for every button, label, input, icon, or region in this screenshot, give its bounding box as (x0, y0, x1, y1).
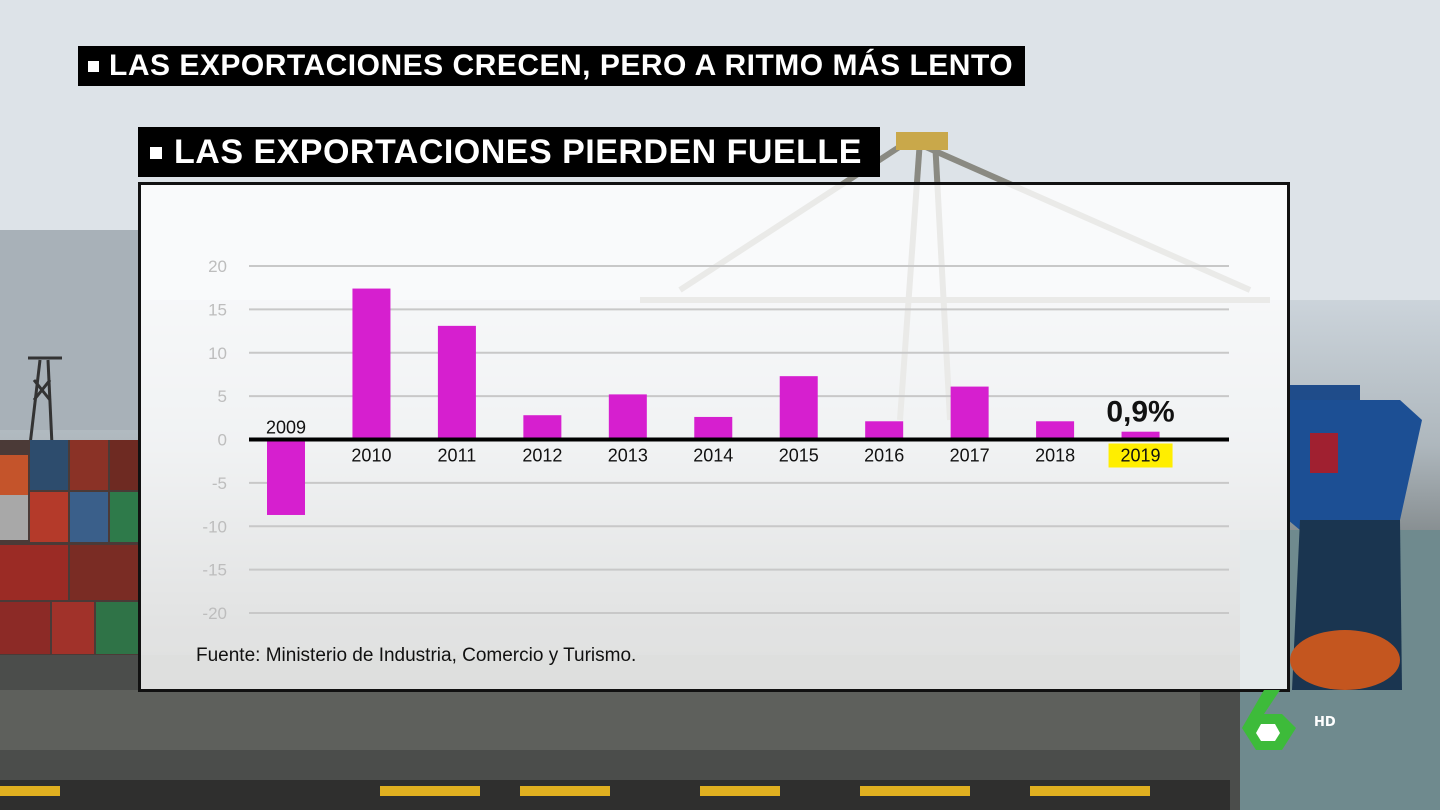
x-tick-label: 2014 (693, 446, 733, 466)
source-note: Fuente: Ministerio de Industria, Comerci… (196, 645, 637, 666)
headline-sub: LAS EXPORTACIONES PIERDEN FUELLE (138, 127, 880, 177)
y-tick-label: 5 (218, 387, 227, 406)
y-tick-label: -15 (202, 561, 227, 580)
highlight-box (1108, 443, 1173, 468)
bar (865, 421, 904, 440)
y-tick-label: 10 (208, 344, 227, 363)
bar (779, 376, 818, 440)
x-tick-label: 2010 (351, 446, 391, 466)
bar (437, 325, 476, 440)
quay-edge-stripes (0, 786, 1150, 796)
hd-badge: HD (1314, 715, 1336, 730)
x-tick-label: 2009 (266, 418, 306, 438)
chart-panel: 20 15 10 5 0 -5 -10 -15 -20 2009 2010 2011 2012 2013 2… (138, 182, 1290, 692)
y-tick-label: 0 (218, 431, 227, 450)
bar (523, 415, 562, 440)
channel-logo-six-icon (1242, 690, 1296, 750)
x-tick-label: 2012 (522, 446, 562, 466)
x-tick-label: 2013 (608, 446, 648, 466)
headline-sub-text: LAS EXPORTACIONES PIERDEN FUELLE (174, 133, 862, 171)
y-tick-label: 20 (208, 257, 227, 276)
bar (352, 288, 391, 440)
y-tick-label: -5 (212, 474, 227, 493)
bar (267, 439, 305, 515)
y-tick-label: -20 (202, 604, 227, 623)
x-tick-label: 2016 (864, 446, 904, 466)
bar (950, 386, 989, 440)
headline-main-text: LAS EXPORTACIONES CRECEN, PERO A RITMO M… (109, 49, 1014, 82)
x-tick-label: 2017 (950, 446, 990, 466)
crane-icon (28, 356, 62, 446)
bar (694, 416, 733, 440)
bullet-square-icon (88, 61, 99, 72)
bullet-square-icon (150, 147, 162, 159)
x-tick-label: 2015 (779, 446, 819, 466)
ship-icon (1288, 385, 1422, 690)
bar (608, 394, 647, 440)
headline-main: LAS EXPORTACIONES CRECEN, PERO A RITMO M… (78, 46, 1026, 86)
x-tick-label: 2011 (438, 446, 477, 466)
bar (1036, 421, 1075, 440)
x-tick-label: 2018 (1035, 446, 1075, 466)
x-tick-label: 2019 (1121, 446, 1161, 466)
y-tick-label: -10 (202, 517, 227, 536)
container-stacks (0, 440, 140, 655)
data-label: 0,9% (1106, 396, 1174, 429)
y-tick-label: 15 (208, 300, 227, 319)
bar (1121, 431, 1160, 440)
